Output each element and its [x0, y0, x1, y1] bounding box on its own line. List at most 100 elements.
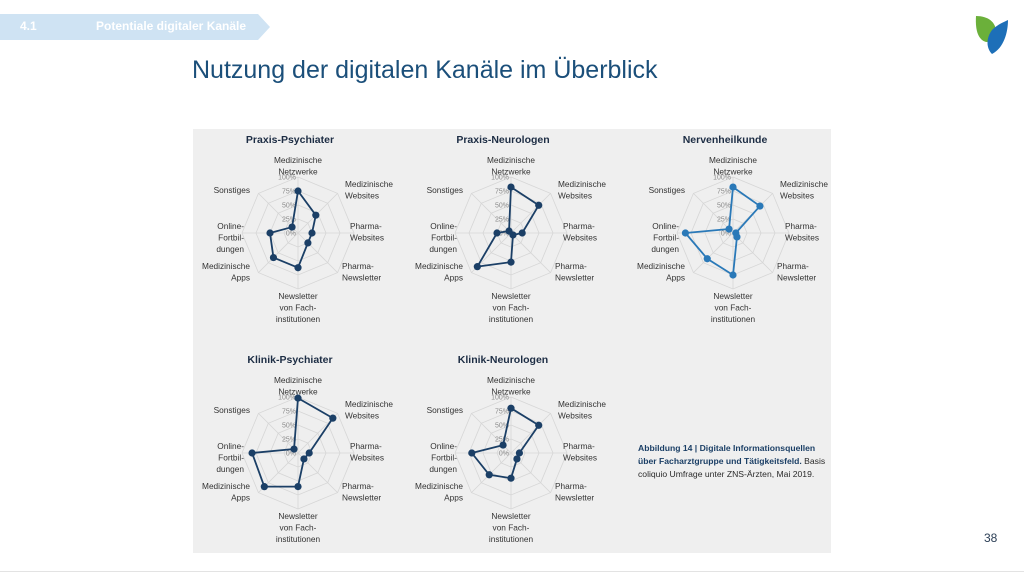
radar-axis-label-pharma-websites: Pharma-Websites — [350, 221, 384, 243]
radar-data-point — [518, 229, 526, 237]
caption-text: Basis coliquio Umfrage unter ZNS-Ärzten,… — [638, 456, 826, 479]
radar-axis-label-medizinische-netzwerke: Medizinische Netzwerke — [709, 155, 757, 177]
radar-tick-label: 100% — [491, 175, 509, 182]
radar-data-point — [468, 449, 476, 457]
radar-data-point — [312, 211, 320, 219]
radar-axis-label-medizinische-netzwerke: Medizinische Netzwerke — [274, 375, 322, 397]
section-header-tab — [0, 14, 270, 40]
radar-data-point — [290, 445, 298, 453]
radar-axis-label-online-fortbil-dungen: Online-Fortbil-dungen — [216, 221, 244, 254]
radar-tick-label: 25% — [717, 217, 731, 224]
caption-bold: Abbildung 14 | Digitale Informationsquel… — [638, 443, 816, 466]
radar-axis-label-sonstiges: Sonstiges — [427, 405, 463, 415]
radar-data-point — [729, 183, 737, 191]
radar-tick-label: 25% — [282, 437, 296, 444]
radar-tick-label: 100% — [278, 395, 296, 402]
radar-tick-label: 0% — [721, 231, 731, 238]
radar-axis-label-medizinische-websites: Medizinische Websites — [345, 399, 393, 421]
radar-tick-label: 50% — [717, 203, 731, 210]
radar-axis-label-medizinische-websites: Medizinische Websites — [345, 179, 393, 201]
radar-chart-klinik-neurologen: Klinik-Neurologen 100% 75% 50% 25% 0% Medizini… — [415, 354, 606, 544]
radar-charts: Praxis-Psychiater 100% 75% 50% 25% 0% Medizini… — [202, 134, 828, 544]
radar-data-point — [756, 202, 764, 210]
radar-spoke — [297, 232, 338, 273]
radar-axis-label-newsletter-von-fach-institutionen: Newsletter von Fach-institutionen — [276, 291, 321, 324]
radar-tick-label: 75% — [495, 189, 509, 196]
radar-axis-label-medizinische-netzwerke: Medizinische Netzwerke — [274, 155, 322, 177]
radar-tick-label: 100% — [491, 395, 509, 402]
radar-tick-label: 50% — [282, 423, 296, 430]
radar-axis-label-pharma-newsletter: Pharma-Newsletter — [342, 481, 381, 503]
radar-axis-label-newsletter-von-fach-institutionen: Newsletter von Fach-institutionen — [489, 511, 534, 544]
radar-data-point — [499, 441, 507, 449]
radar-axis-label-medizinische-websites: Medizinische Websites — [558, 179, 606, 201]
radar-axis-label-pharma-websites: Pharma-Websites — [563, 441, 597, 463]
radar-data-point — [507, 474, 515, 482]
radar-data-point — [308, 229, 316, 237]
radar-axis-label-pharma-websites: Pharma-Websites — [563, 221, 597, 243]
radar-tick-label: 0% — [499, 231, 509, 238]
radar-data-point — [513, 455, 521, 463]
radar-series-line — [476, 186, 540, 268]
radar-data-point — [248, 449, 256, 457]
radar-data-point — [269, 253, 278, 262]
radar-axis-label-newsletter-von-fach-institutionen: Newsletter von Fach-institutionen — [276, 511, 321, 544]
radar-axis-label-online-fortbil-dungen: Online-Fortbil-dungen — [651, 221, 679, 254]
radar-tick-label: 25% — [495, 217, 509, 224]
radar-tick-label: 50% — [495, 423, 509, 430]
radar-tick-label: 100% — [713, 175, 731, 182]
radar-data-point — [725, 225, 733, 233]
radar-spoke — [732, 232, 773, 273]
radar-axis-label-newsletter-von-fach-institutionen: Newsletter von Fach-institutionen — [711, 291, 756, 324]
radar-chart-klinik-psychiater: Klinik-Psychiater 100% 75% 50% 25% 0% Medizini… — [202, 354, 393, 544]
radar-axis-label-online-fortbil-dungen: Online-Fortbil-dungen — [429, 441, 457, 474]
figure-caption: Abbildung 14 | Digitale Informationsquel… — [638, 442, 828, 481]
radar-data-point — [507, 258, 515, 266]
radar-data-point — [294, 264, 302, 272]
radar-spoke — [693, 232, 734, 273]
radar-spoke — [510, 413, 551, 454]
radar-axis-label-online-fortbil-dungen: Online-Fortbil-dungen — [429, 221, 457, 254]
radar-title: Klinik-Psychiater — [247, 354, 332, 366]
radar-spoke — [258, 413, 299, 454]
company-logo-icon — [975, 16, 1008, 54]
radar-data-point — [266, 229, 274, 237]
radar-chart-nervenheilkunde: Nervenheilkunde 100% 75% 50% 25% 0% Medizinisc… — [637, 134, 828, 324]
radar-title: Klinik-Neurologen — [458, 354, 548, 366]
radar-spoke — [471, 193, 512, 234]
radar-data-point — [733, 233, 741, 241]
radar-data-point — [703, 255, 711, 263]
radar-data-point — [681, 229, 689, 237]
radar-tick-label: 0% — [286, 451, 296, 458]
radar-spoke — [693, 193, 734, 234]
section-title: Potentiale digitaler Kanäle — [96, 19, 247, 33]
radar-data-point — [294, 483, 302, 491]
radar-tick-label: 25% — [495, 437, 509, 444]
radar-tick-label: 0% — [286, 231, 296, 238]
radar-tick-label: 75% — [495, 409, 509, 416]
radar-data-point — [485, 471, 493, 479]
radar-spoke — [510, 232, 551, 273]
charts-panel: Praxis-Psychiater 100% 75% 50% 25% 0% Medizini… — [193, 129, 831, 553]
radar-chart-praxis-psychiater: Praxis-Psychiater 100% 75% 50% 25% 0% Medizini… — [202, 134, 393, 324]
radar-tick-label: 75% — [282, 409, 296, 416]
radar-axis-label-medizinische-apps: Medizinische Apps — [202, 481, 250, 503]
radar-data-point — [294, 394, 302, 402]
radar-tick-label: 100% — [278, 175, 296, 182]
radar-tick-label: 75% — [282, 189, 296, 196]
radar-data-point — [515, 449, 523, 457]
radar-data-point — [329, 414, 337, 422]
radar-axis-label-medizinische-apps: Medizinische Apps — [202, 261, 250, 283]
radar-data-point — [505, 227, 513, 235]
radar-axis-label-medizinische-websites: Medizinische Websites — [558, 399, 606, 421]
radar-data-point — [507, 404, 515, 412]
radar-data-point — [535, 201, 543, 209]
radar-tick-label: 50% — [495, 203, 509, 210]
radar-axis-label-sonstiges: Sonstiges — [214, 405, 250, 415]
radar-data-point — [288, 223, 296, 231]
radar-axis-label-pharma-newsletter: Pharma-Newsletter — [777, 261, 816, 283]
radar-tick-label: 0% — [499, 451, 509, 458]
radar-data-point — [493, 229, 501, 237]
radar-data-point — [260, 483, 268, 491]
page-number: 38 — [984, 531, 998, 545]
